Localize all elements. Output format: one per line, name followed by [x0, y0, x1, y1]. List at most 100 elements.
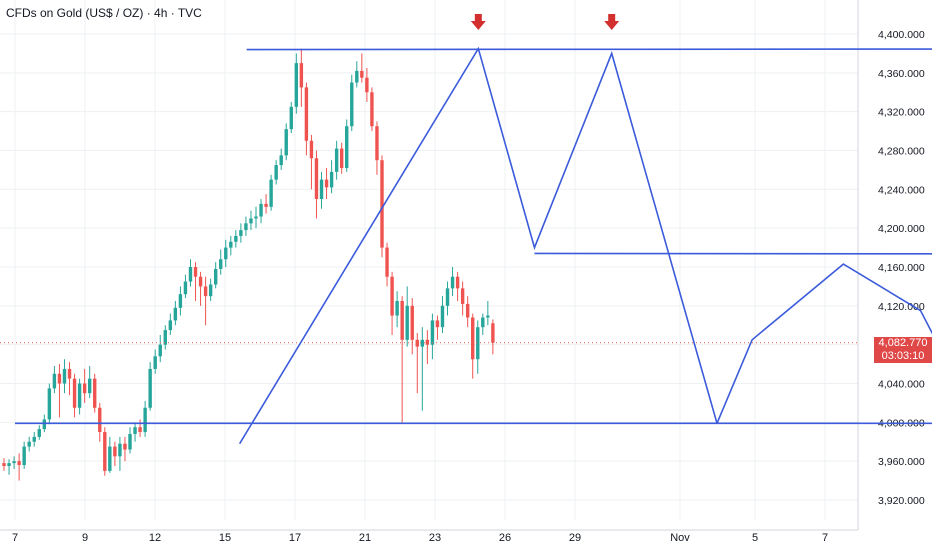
candle-body [234, 235, 238, 242]
candle-body [213, 268, 218, 285]
candle-body [284, 129, 288, 156]
y-tick-label: 4,200.000 [878, 223, 925, 235]
x-tick-label: 5 [752, 532, 758, 544]
candle-body [153, 356, 157, 369]
candle-body [309, 140, 314, 159]
candle-body [445, 288, 450, 306]
candle-body [133, 427, 137, 434]
candle-body [32, 436, 36, 442]
x-tick-label: 15 [219, 532, 231, 544]
trend-line[interactable] [246, 48, 932, 51]
trend-line[interactable] [238, 46, 718, 445]
y-tick-label: 4,240.000 [878, 184, 925, 196]
candle-body [314, 158, 319, 200]
candle-body [168, 320, 173, 331]
candle-body [138, 427, 142, 433]
candle-body [87, 378, 92, 394]
y-tick-label: 4,400.000 [878, 29, 925, 41]
trend-line[interactable] [534, 252, 932, 255]
candle-body [299, 63, 304, 88]
candle-body [324, 179, 329, 188]
candle-body [395, 300, 399, 316]
candle-body [42, 419, 47, 430]
candle-body [224, 247, 228, 260]
candle-body [334, 148, 339, 172]
x-tick-label: 29 [569, 532, 581, 544]
candle-body [339, 148, 344, 168]
grid [0, 0, 858, 520]
candle-body [450, 276, 455, 289]
candle-body [460, 288, 465, 304]
candle-body [17, 461, 21, 466]
candle-body [415, 339, 419, 347]
candle-body [360, 70, 364, 78]
candle-body [163, 330, 167, 345]
candle-body [420, 339, 425, 347]
candle-body [259, 203, 263, 217]
candle-body [471, 317, 475, 360]
candle-body [219, 259, 223, 269]
candle-body [481, 317, 485, 328]
candle-body [329, 171, 334, 188]
candle-body [380, 160, 384, 248]
x-tick-label: 21 [359, 532, 371, 544]
candle-body [62, 368, 67, 384]
candle-body [279, 155, 283, 166]
candle-body [208, 284, 213, 297]
candle-body [254, 216, 258, 219]
candle-body [425, 339, 430, 345]
candle-body [203, 286, 208, 297]
candle-body [239, 230, 243, 236]
peak-arrow-icon [604, 14, 620, 30]
candle-body [410, 305, 414, 340]
candle-body [355, 70, 359, 83]
trend-line[interactable] [716, 263, 932, 424]
y-tick-label: 4,320.000 [878, 107, 925, 119]
y-tick-label: 4,360.000 [878, 68, 925, 80]
drawings[interactable] [15, 46, 932, 445]
candle-body [390, 276, 394, 316]
candle-body [455, 276, 460, 289]
candle-body [294, 63, 299, 107]
candle-body [244, 223, 248, 231]
chart-title: CFDs on Gold (US$ / OZ) · 4h · TVC [6, 6, 202, 20]
candle-body [108, 446, 112, 471]
candle-body [435, 320, 440, 328]
candle-body [7, 463, 11, 467]
candle-body [27, 441, 31, 447]
candle-body [52, 373, 57, 389]
candle-body [128, 433, 132, 450]
candle-body [440, 305, 445, 328]
candle-body [103, 432, 107, 471]
candle-body [350, 82, 354, 127]
x-tick-label: 7 [822, 532, 828, 544]
candle-body [476, 327, 480, 360]
candle-body [82, 383, 87, 394]
y-tick-label: 4,120.000 [878, 301, 925, 313]
candle-body [67, 368, 72, 379]
candle-body [264, 203, 268, 207]
candle-body [345, 126, 349, 168]
candle-body [193, 267, 198, 277]
candle-body [37, 429, 41, 437]
candle-body [274, 165, 278, 180]
candle-body [123, 443, 127, 450]
candle-body [400, 300, 404, 340]
candle-body [465, 303, 470, 318]
candle-body [12, 461, 16, 464]
last-price-label: 4,082.770 [874, 337, 932, 350]
candle-body [198, 276, 203, 287]
candle-body [113, 446, 117, 457]
y-tick-label: 4,280.000 [878, 146, 925, 158]
candle-body [178, 294, 183, 308]
candle-body [72, 378, 77, 408]
candle-body [47, 388, 52, 420]
peak-arrow-icon [470, 14, 486, 30]
candle-body [183, 281, 188, 295]
candle-body [491, 323, 495, 343]
countdown-label: 03:03:10 [874, 350, 932, 363]
candle-body [430, 320, 435, 345]
candle-body [365, 77, 369, 93]
